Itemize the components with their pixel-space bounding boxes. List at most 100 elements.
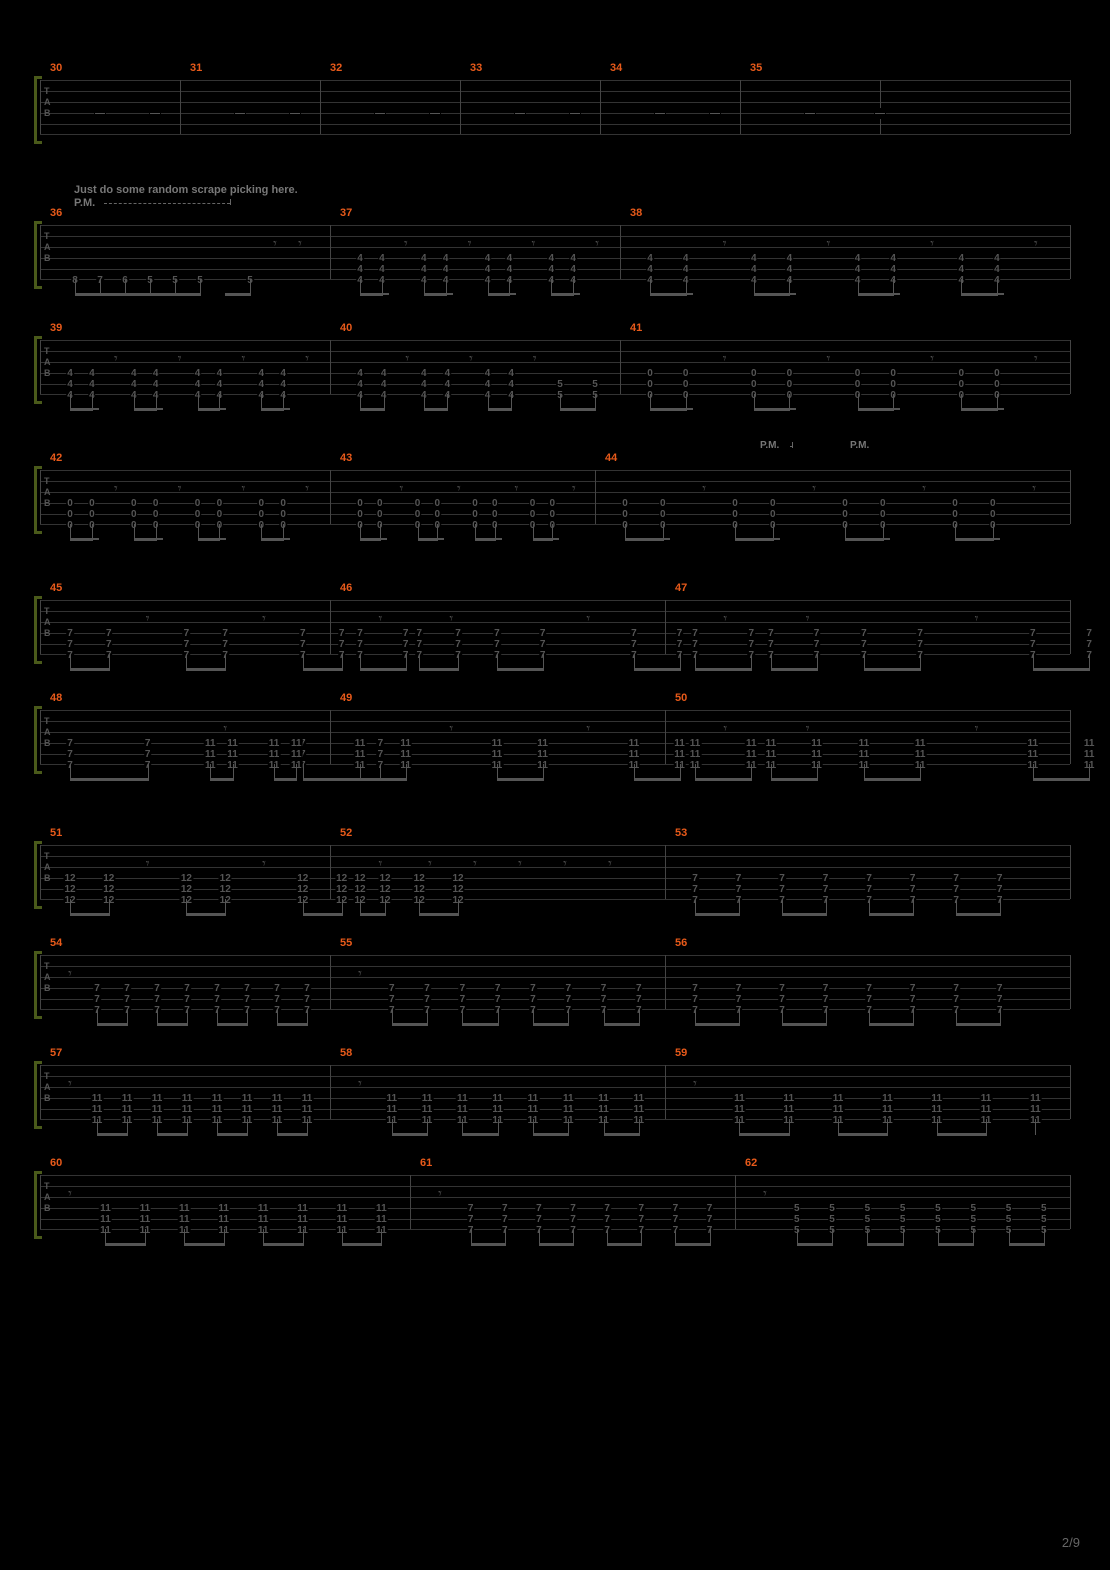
- note-stem: [247, 1119, 248, 1135]
- tab-fret: 7: [860, 639, 868, 650]
- tab-fret: 11: [375, 1203, 388, 1214]
- beam: [754, 293, 791, 296]
- tab-fret: 7: [93, 983, 101, 994]
- barline: [330, 340, 331, 394]
- tab-fret: 12: [102, 873, 115, 884]
- beam: [838, 1133, 888, 1136]
- tab-fret: 7: [767, 639, 775, 650]
- beam: [864, 778, 921, 781]
- tab-fret: 12: [335, 873, 348, 884]
- tab-fret: 12: [378, 884, 391, 895]
- flag: [382, 293, 389, 295]
- note-stem: [903, 1229, 904, 1245]
- tab-fret: 7: [153, 994, 161, 1005]
- tab-fret: 5: [1040, 1203, 1048, 1214]
- tab-fret: 11: [765, 738, 778, 749]
- note-stem: [710, 1229, 711, 1245]
- rest: 𝄾: [114, 480, 118, 497]
- tab-fret: 11: [881, 1104, 894, 1115]
- tab-fret: 11: [121, 1104, 134, 1115]
- tab-fret: 7: [706, 1214, 714, 1225]
- tab-fret: —: [289, 108, 301, 119]
- barline: [40, 340, 41, 394]
- tab-fret: 0: [993, 379, 1001, 390]
- beam: [342, 1243, 382, 1246]
- tab-fret: 0: [621, 509, 629, 520]
- barline: [40, 1175, 41, 1229]
- beam: [360, 408, 385, 411]
- tab-fret: 11: [421, 1093, 434, 1104]
- note-stem: [307, 1119, 308, 1135]
- tab-fret: 11: [257, 1203, 270, 1214]
- tab-fret: 4: [889, 264, 897, 275]
- tab-fret: 5: [1040, 1214, 1048, 1225]
- note-stem: [427, 1119, 428, 1135]
- tab-fret: 7: [952, 983, 960, 994]
- tab-fret: 11: [241, 1093, 254, 1104]
- tab-fret: 0: [854, 368, 862, 379]
- tab-fret: 0: [854, 379, 862, 390]
- flag: [303, 913, 310, 915]
- annotation-text: P.M.: [760, 440, 779, 451]
- measure-number: 35: [750, 62, 762, 74]
- rest: 𝄾: [693, 1075, 697, 1092]
- measure-number: 44: [605, 452, 617, 464]
- tab-fret: 11: [226, 738, 239, 749]
- beam: [551, 293, 574, 296]
- tab-fret: 11: [536, 738, 549, 749]
- rest: 𝄾: [930, 235, 934, 252]
- tab-fret: 4: [356, 253, 364, 264]
- note-stem: [247, 1009, 248, 1025]
- note-stem: [1000, 899, 1001, 915]
- tab-fret: 11: [562, 1104, 575, 1115]
- barline: [410, 1175, 411, 1229]
- tab-fret: 11: [399, 749, 412, 760]
- tab-fret: 4: [484, 253, 492, 264]
- tab-fret: 0: [88, 498, 96, 509]
- tab-fret: 0: [731, 498, 739, 509]
- tab-fret: 7: [423, 994, 431, 1005]
- beam: [956, 1023, 1001, 1026]
- tab-fret: 4: [786, 253, 794, 264]
- tab-clef: TAB: [44, 606, 50, 639]
- tab-fret: 7: [144, 749, 152, 760]
- measure-number: 47: [675, 582, 687, 594]
- rest: 𝄾: [806, 610, 810, 627]
- tab-fret: 4: [507, 379, 515, 390]
- tab-fret: 7: [535, 1214, 543, 1225]
- tab-fret: 7: [691, 639, 699, 650]
- tab-fret: 0: [951, 509, 959, 520]
- tab-fret: 4: [444, 379, 452, 390]
- tab-fret: 7: [672, 1203, 680, 1214]
- note-stem: [498, 1119, 499, 1135]
- rest: 𝄾: [826, 235, 830, 252]
- tab-fret: 7: [691, 994, 699, 1005]
- note-stem: [986, 1119, 987, 1135]
- beam: [134, 538, 157, 541]
- tab-fret: 12: [413, 884, 426, 895]
- tab-fret: 11: [456, 1093, 469, 1104]
- tab-fret: 7: [635, 994, 643, 1005]
- tab-fret: 11: [491, 1104, 504, 1115]
- tab-fret: 7: [213, 994, 221, 1005]
- tab-system: TAB39444444𝄾444444𝄾444444𝄾444444𝄾4044444…: [40, 340, 1070, 394]
- rest: 𝄾: [241, 350, 245, 367]
- rest: 𝄾: [531, 235, 535, 252]
- barline: [1070, 710, 1071, 764]
- tab-fret: 7: [273, 994, 281, 1005]
- rest: 𝄾: [514, 480, 518, 497]
- tab-fret: 7: [1085, 628, 1093, 639]
- barline: [330, 955, 331, 1009]
- barline: [40, 225, 41, 279]
- tab-fret: 7: [356, 628, 364, 639]
- tab-fret: 12: [451, 873, 464, 884]
- beam: [797, 1243, 833, 1246]
- flag: [864, 668, 871, 670]
- tab-system: TAB45777777𝄾777777𝄾777777𝄾77777746777777…: [40, 600, 1070, 654]
- tab-fret: 7: [909, 873, 917, 884]
- tab-fret: —: [654, 108, 666, 119]
- tab-fret: 11: [91, 1093, 104, 1104]
- flag: [380, 538, 387, 540]
- rest: 𝄾: [723, 350, 727, 367]
- tab-fret: —: [374, 108, 386, 119]
